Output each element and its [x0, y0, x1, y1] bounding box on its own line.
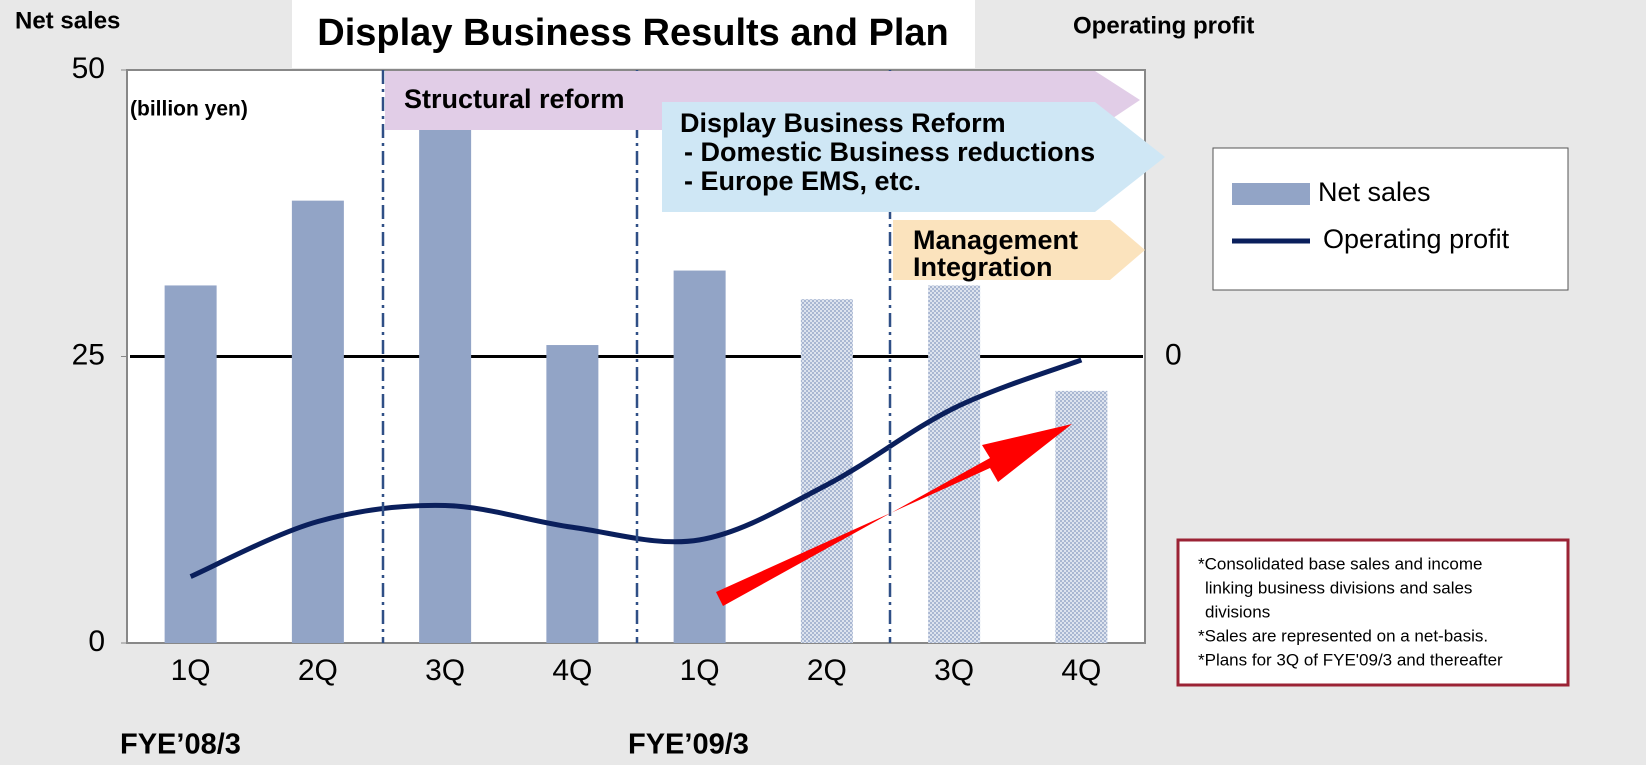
x-tick-label: 4Q [1061, 654, 1101, 687]
note: *Plans for 3Q of FYE'09/3 and thereafter [1198, 650, 1503, 669]
banner-text: Display Business Reform [680, 108, 1006, 138]
note: linking business divisions and sales [1205, 578, 1472, 597]
x-tick-label: 3Q [934, 654, 974, 687]
notes-box [1176, 538, 1570, 687]
banner [893, 220, 1145, 280]
banner [662, 102, 1165, 212]
x-tick-label: 3Q [425, 654, 465, 687]
y-tick-label: 25 [72, 338, 105, 371]
note: *Consolidated base sales and income [1198, 554, 1482, 573]
x-tick-label: 2Q [298, 654, 338, 687]
x-tick-label: 4Q [552, 654, 592, 687]
legend [1212, 147, 1569, 291]
group-label: FYE’08/3 [120, 729, 241, 761]
trend-arrow [716, 424, 1072, 606]
bar [291, 200, 344, 644]
banner-text: Management [913, 225, 1078, 255]
legend-label: Net sales [1318, 177, 1431, 207]
banner-text: Structural reform [404, 84, 625, 114]
banner-text: - Domestic Business reductions [684, 137, 1095, 167]
x-tick-label: 1Q [171, 654, 211, 687]
chart-title: Display Business Results and Plan [317, 12, 948, 54]
y2-tick-label: 0 [1165, 338, 1182, 371]
bar [1055, 390, 1108, 643]
banner-text: - Europe EMS, etc. [684, 166, 921, 196]
group-label: FYE’09/3 [628, 729, 749, 761]
note: divisions [1205, 602, 1270, 621]
x-tick-label: 1Q [680, 654, 720, 687]
bar [800, 299, 853, 643]
legend-swatch [1232, 183, 1310, 205]
y-axis-label: Net sales [15, 7, 120, 34]
note: *Sales are represented on a net-basis. [1198, 626, 1488, 645]
y2-axis-label: Operating profit [1073, 12, 1254, 39]
y-tick-label: 50 [72, 52, 105, 85]
bar [419, 115, 472, 644]
title-bg [292, 0, 975, 68]
x-tick-label: 2Q [807, 654, 847, 687]
bar [164, 285, 217, 643]
y-tick-label: 0 [88, 625, 105, 658]
bar [673, 270, 726, 643]
bar [928, 285, 981, 643]
bar [546, 345, 599, 643]
banner-text: Integration [913, 252, 1053, 282]
legend-label: Operating profit [1323, 224, 1510, 254]
unit-label: (billion yen) [130, 98, 248, 121]
line [189, 357, 1083, 579]
